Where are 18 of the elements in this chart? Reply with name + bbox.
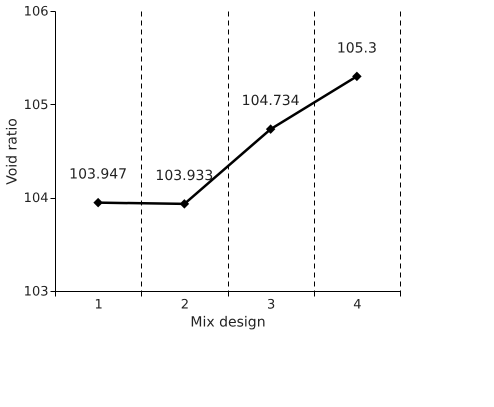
y-tick-label: 105 <box>24 98 48 113</box>
point <box>93 198 103 208</box>
x-tick-label: 4 <box>353 298 362 312</box>
data-label: 103.933 <box>155 168 214 184</box>
y-axis-title: Void ratio <box>4 118 21 185</box>
y-tick-label: 103 <box>24 284 48 300</box>
y-tick-label: 104 <box>24 191 48 206</box>
y-tick-label: 106 <box>24 4 48 20</box>
x-tick-label: 1 <box>94 298 103 312</box>
x-tick-label: 3 <box>266 298 276 312</box>
data-label: 103.947 <box>69 166 128 183</box>
x-tick-label: 2 <box>180 298 190 312</box>
data-label: 104.734 <box>242 93 300 110</box>
data-label: 105.3 <box>336 40 377 56</box>
point <box>180 199 190 209</box>
point <box>352 72 362 82</box>
x-axis-title: Mix design <box>190 314 266 330</box>
point <box>266 124 276 134</box>
